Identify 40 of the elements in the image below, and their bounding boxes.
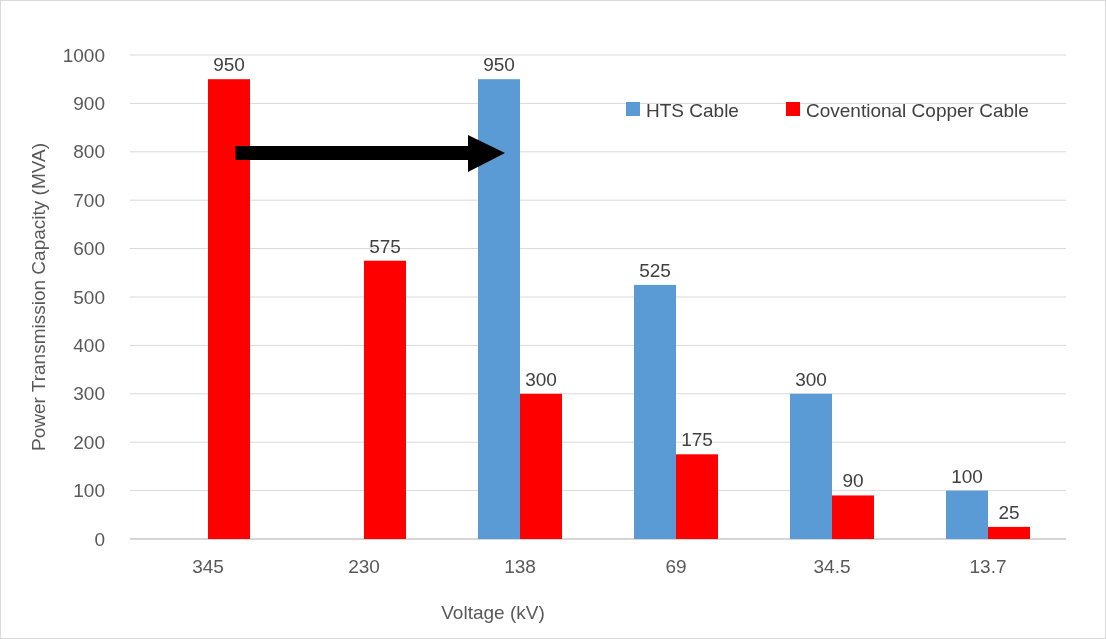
legend-label: HTS Cable: [646, 99, 739, 121]
y-tick-label: 1000: [62, 44, 105, 66]
bar: [988, 526, 1030, 539]
bar: [676, 454, 718, 539]
bar: [634, 284, 676, 539]
data-label: 300: [795, 368, 827, 390]
y-tick-label: 300: [73, 383, 105, 405]
y-tick-label: 800: [73, 141, 105, 163]
bar: [364, 260, 406, 539]
y-axis-title: Power Transmission Capacity (MVA): [28, 143, 49, 451]
x-tick-label: 13.7: [969, 556, 1007, 577]
bar: [520, 393, 562, 539]
bar: [790, 393, 832, 539]
data-label: 25: [998, 501, 1020, 523]
bar: [208, 79, 250, 539]
y-tick-label: 0: [94, 528, 105, 550]
legend-label: Coventional Copper Cable: [806, 99, 1029, 121]
x-tick-label: 138: [504, 556, 536, 577]
bar: [946, 490, 988, 539]
y-tick-label: 900: [73, 93, 105, 115]
data-label: 525: [639, 259, 671, 281]
y-tick-label: 600: [73, 238, 105, 260]
x-tick-label: 69: [665, 556, 687, 577]
x-tick-label: 230: [348, 556, 380, 577]
data-label: 950: [483, 54, 515, 76]
y-tick-label: 400: [73, 335, 105, 357]
y-tick-label: 700: [73, 189, 105, 211]
x-tick-label: 345: [192, 556, 224, 577]
y-tick-label: 100: [73, 480, 105, 502]
data-label: 950: [213, 54, 245, 76]
y-tick-label: 200: [73, 431, 105, 453]
data-label: 175: [681, 429, 713, 451]
bar: [832, 495, 874, 539]
data-label: 100: [951, 465, 983, 487]
data-label: 300: [525, 368, 557, 390]
y-tick-label: 500: [73, 286, 105, 308]
data-label: 575: [369, 235, 401, 257]
x-axis-title: Voltage (kV): [441, 602, 545, 623]
x-tick-label: 34.5: [813, 556, 851, 577]
data-label: 90: [842, 470, 864, 492]
